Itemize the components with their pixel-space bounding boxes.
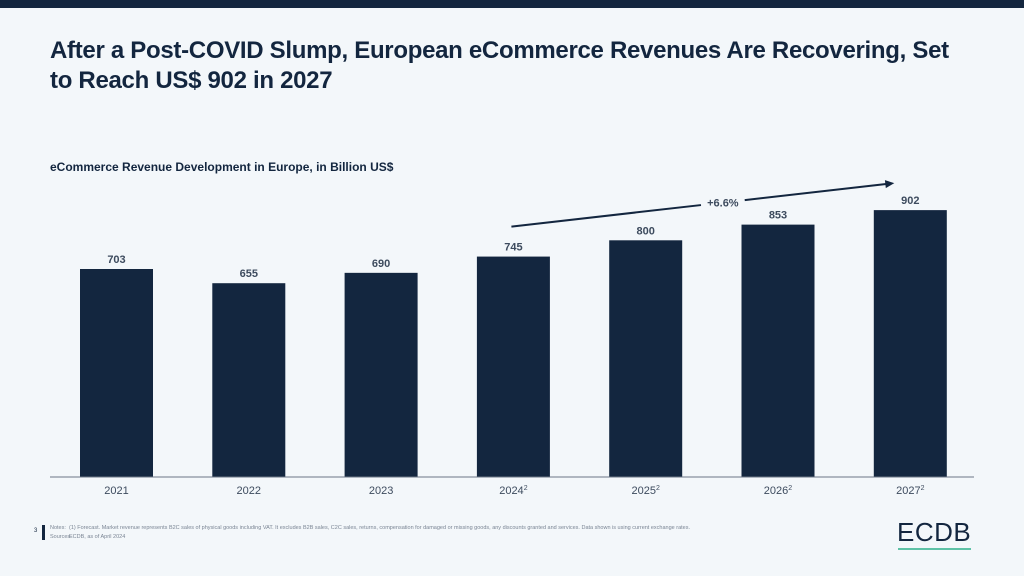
x-tick-label: 20272 <box>896 485 924 497</box>
sources-text: ECDB, as of April 2024 <box>69 534 126 540</box>
ecdb-logo: ECDB <box>897 517 972 547</box>
notes-label: Notes: <box>50 525 66 531</box>
bar-2023 <box>344 272 418 477</box>
x-tick-label: 2022 <box>237 485 261 497</box>
x-tick-label: 2021 <box>104 485 128 497</box>
bar-2024 <box>476 256 550 477</box>
data-label: 853 <box>769 210 787 222</box>
data-label: 690 <box>372 258 390 270</box>
data-label: 745 <box>504 242 522 254</box>
footnotes: Notes: (1) Forecast. Market revenue repre… <box>50 524 690 542</box>
notes-text: (1) Forecast. Market revenue represents … <box>69 525 690 531</box>
chart-title: eCommerce Revenue Development in Europe,… <box>50 160 394 174</box>
bar-2027 <box>873 210 947 477</box>
arrowhead-icon <box>884 180 895 189</box>
bar-2026 <box>741 224 815 477</box>
x-tick-label: 20262 <box>764 485 792 497</box>
data-label: 703 <box>107 254 125 266</box>
data-label: 655 <box>240 268 258 280</box>
cagr-arrow-line <box>744 182 889 202</box>
page-title: After a Post-COVID Slump, European eComm… <box>50 37 949 94</box>
page-marker <box>42 525 45 540</box>
bar-2021 <box>80 269 153 477</box>
x-tick-label: 2023 <box>369 485 393 497</box>
sources-label: Sources: <box>50 534 72 540</box>
data-label: 902 <box>901 195 919 207</box>
bar-2025 <box>609 240 683 477</box>
x-tick-label: 20242 <box>499 485 527 497</box>
cagr-arrow-line <box>511 204 702 228</box>
data-label: 800 <box>637 225 655 237</box>
bar-2022 <box>212 283 286 477</box>
logo-underline <box>898 548 971 550</box>
page-number: 3 <box>34 528 38 534</box>
cagr-label: +6.6% <box>707 198 739 210</box>
x-tick-label: 20252 <box>632 485 660 497</box>
top-bar <box>0 0 1024 8</box>
